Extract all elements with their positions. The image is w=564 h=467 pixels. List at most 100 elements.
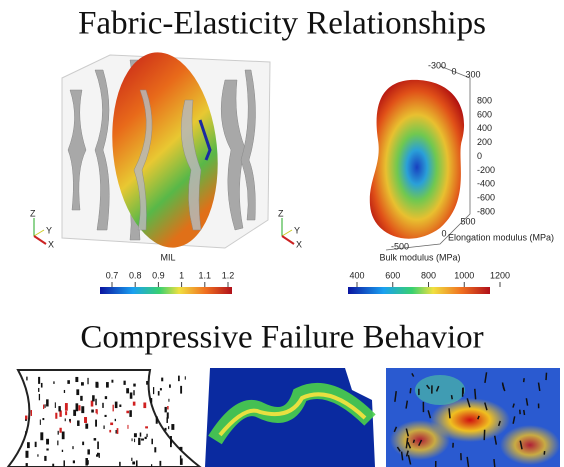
speck — [99, 453, 100, 458]
colorbar — [100, 287, 232, 294]
speck — [85, 424, 88, 429]
speck — [161, 378, 163, 382]
speck — [59, 428, 61, 433]
speck — [58, 431, 59, 435]
speck — [55, 413, 57, 419]
speck — [127, 425, 128, 429]
speck — [185, 376, 186, 379]
colorbar-label: MIL — [160, 252, 175, 262]
speck — [110, 423, 113, 426]
colorbar — [348, 287, 490, 294]
speck — [103, 425, 104, 428]
elasticity-surface — [370, 66, 470, 250]
speck — [78, 405, 80, 410]
speck — [165, 407, 167, 412]
speck — [151, 439, 153, 445]
speck — [69, 419, 71, 422]
speck — [130, 392, 133, 398]
axis-triad: Z Y X — [278, 208, 302, 249]
speck — [55, 402, 56, 408]
speck — [96, 409, 97, 413]
speck — [42, 418, 44, 420]
speck — [25, 431, 26, 435]
speck — [38, 388, 39, 392]
figure: Fabric-Elasticity Relationships Z Y X Z … — [0, 0, 564, 467]
axis-tick-label: -800 — [477, 206, 495, 216]
speck — [46, 399, 49, 406]
speck — [153, 387, 154, 394]
speck — [87, 449, 89, 454]
speck — [38, 377, 40, 384]
speck — [65, 403, 68, 411]
colorbar-tick-label: 1 — [179, 270, 184, 280]
speck — [73, 460, 75, 463]
speck — [158, 391, 160, 396]
speck — [123, 381, 125, 385]
speck — [37, 454, 38, 456]
speck — [145, 426, 148, 428]
speck — [62, 450, 63, 452]
speck — [180, 386, 182, 394]
overlay-map — [386, 368, 560, 467]
axis-tick-label: 0 — [451, 66, 456, 76]
axis-tick-label: 400 — [477, 123, 492, 133]
crack — [413, 440, 414, 443]
speck — [133, 384, 135, 387]
colorbar-tick-label: 0.8 — [129, 270, 142, 280]
speck — [58, 406, 60, 411]
speck — [136, 460, 138, 467]
colorbar-label: Bulk modulus (MPa) — [379, 252, 460, 262]
speck — [115, 402, 118, 409]
speck — [95, 382, 98, 387]
speck — [105, 415, 107, 417]
speck — [180, 447, 183, 450]
crack — [524, 410, 525, 415]
speck — [95, 399, 96, 405]
speck — [41, 383, 43, 388]
colorbar-tick-label: 800 — [421, 270, 436, 280]
axis-tick-label: -400 — [477, 179, 495, 189]
speck — [178, 376, 180, 382]
colorbar-tick-label: 1.1 — [199, 270, 212, 280]
speck — [25, 416, 27, 420]
speck — [44, 456, 46, 461]
speck — [94, 438, 97, 441]
speck — [126, 388, 129, 393]
speck — [76, 389, 79, 395]
speck — [25, 451, 28, 458]
speck — [180, 455, 181, 458]
speck — [77, 420, 80, 425]
speck — [75, 377, 78, 382]
speck — [111, 380, 113, 383]
axis-letter: Z — [30, 208, 36, 218]
speck — [132, 438, 133, 441]
colorbar-tick-label: 1200 — [490, 270, 510, 280]
speck — [159, 461, 161, 466]
axis-tick-label: 0 — [441, 228, 446, 238]
speck — [67, 380, 70, 384]
speck — [143, 402, 146, 408]
speck — [140, 433, 142, 437]
speck — [117, 428, 119, 434]
speck — [146, 434, 147, 437]
speck — [145, 437, 147, 439]
speck — [72, 446, 73, 449]
axis-label: Elongation modulus (MPa) — [448, 232, 554, 242]
speck — [39, 394, 40, 400]
speck — [132, 461, 135, 464]
axis-tick-label: -200 — [477, 165, 495, 175]
speck — [102, 403, 103, 408]
speck — [53, 381, 54, 384]
speck — [87, 378, 88, 384]
speck — [165, 428, 167, 431]
speck — [109, 430, 111, 433]
speck — [80, 396, 82, 401]
speck — [43, 405, 44, 409]
speck — [134, 433, 137, 437]
failure-panel — [8, 370, 200, 467]
speck — [31, 410, 32, 416]
colorbar-tick-label: 400 — [349, 270, 364, 280]
axis-tick-label: 200 — [477, 137, 492, 147]
strain-map — [205, 368, 375, 467]
axis-tick-label: -600 — [477, 193, 495, 203]
